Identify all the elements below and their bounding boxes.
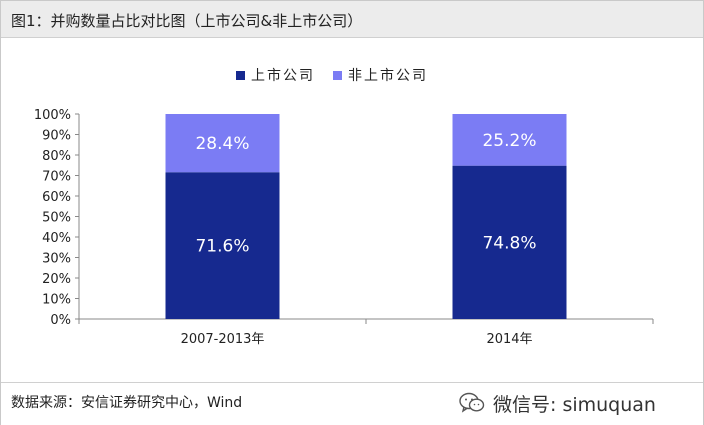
title-bar: 图1：并购数量占比对比图（上市公司&非上市公司） — [1, 1, 703, 38]
y-tick-label: 40% — [42, 231, 71, 246]
y-tick-label: 20% — [42, 272, 71, 287]
legend-label-listed: 上市公司 — [251, 68, 315, 84]
x-tick-label: 2007-2013年 — [181, 332, 265, 347]
bar-segment — [452, 165, 567, 319]
data-label: 25.2% — [482, 131, 536, 151]
data-label: 71.6% — [195, 237, 249, 257]
y-tick-label: 100% — [34, 108, 71, 123]
y-tick-label: 80% — [42, 149, 71, 164]
legend-item-listed: 上市公司 — [236, 65, 315, 85]
y-tick-label: 30% — [42, 252, 71, 267]
y-tick-label: 60% — [42, 190, 71, 205]
y-tick-label: 90% — [42, 129, 71, 144]
source-note: 数据来源：安信证券研究中心，Wind — [11, 395, 243, 411]
stacked-bar-chart: 0% 10% 20% 30% 40% 50% 60% 70% 80% 90% 100% 71.6% 28… — [34, 108, 654, 347]
legend: 上市公司 非上市公司 — [236, 65, 446, 85]
legend-item-unlisted: 非上市公司 — [333, 65, 428, 85]
y-tick-label: 0% — [50, 313, 71, 328]
wechat-icon — [459, 392, 485, 413]
legend-swatch-listed — [236, 70, 245, 80]
y-tick-label: 70% — [42, 170, 71, 185]
y-tick-label: 10% — [42, 293, 71, 308]
wechat-id: 微信号: simuquan — [493, 393, 656, 416]
y-tick-label: 50% — [42, 211, 71, 226]
bar-segment — [165, 114, 280, 173]
data-label: 74.8% — [482, 233, 536, 253]
data-label: 28.4% — [195, 134, 249, 154]
legend-label-unlisted: 非上市公司 — [348, 68, 428, 84]
footer: 数据来源：安信证券研究中心，Wind 微信号: simuquan — [1, 382, 703, 425]
legend-swatch-unlisted — [333, 70, 342, 80]
bar-segment — [165, 172, 280, 319]
x-tick-label: 2014年 — [486, 332, 532, 347]
wechat-watermark: 微信号: simuquan — [459, 389, 656, 417]
chart-title: 图1：并购数量占比对比图（上市公司&非上市公司） — [11, 12, 363, 30]
bar-segment — [452, 114, 567, 166]
